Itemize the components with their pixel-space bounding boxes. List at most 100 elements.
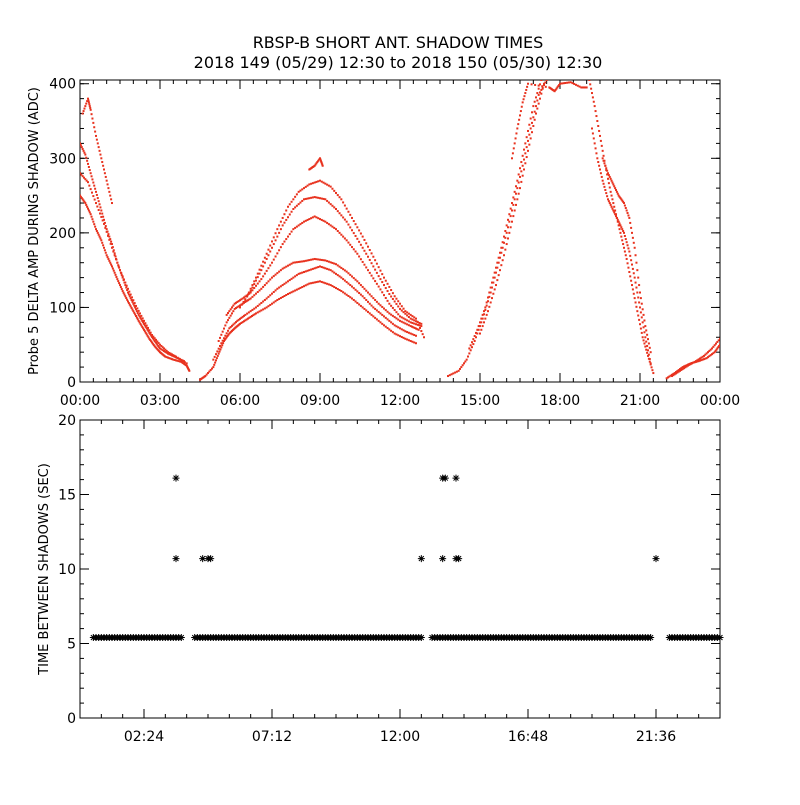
- data-point: [409, 321, 412, 324]
- data-point-interp: [543, 83, 545, 86]
- data-point-interp: [520, 180, 523, 183]
- data-point-interp: [704, 353, 707, 356]
- data-point-interp: [320, 258, 323, 261]
- data-point-interp: [98, 203, 101, 206]
- data-point-interp: [86, 205, 89, 208]
- data-point-interp: [402, 317, 405, 320]
- data-point-interp: [406, 314, 409, 317]
- data-point-interp: [495, 271, 497, 274]
- data-point-interp: [269, 244, 272, 247]
- data-point-interp: [629, 254, 632, 257]
- data-point-interp: [680, 367, 683, 370]
- data-point-interp: [606, 169, 609, 172]
- data-point-interp: [593, 142, 596, 145]
- data-point-interp: [319, 218, 321, 221]
- data-point: [167, 352, 169, 355]
- data-point-interp: [619, 231, 622, 234]
- data-point-interp: [415, 320, 417, 323]
- data-point-interp: [345, 293, 348, 296]
- data-point-interp: [613, 211, 616, 214]
- data-point-interp: [319, 159, 322, 162]
- data-point-interp: [645, 348, 648, 351]
- data-point-interp: [295, 193, 298, 196]
- data-point-interp: [101, 241, 104, 244]
- data-point-interp: [333, 206, 336, 209]
- data-point-interp: [646, 351, 649, 354]
- data-point-interp: [94, 187, 97, 190]
- data-point-interp: [243, 314, 245, 317]
- data-point-interp: [82, 149, 85, 152]
- data-point-interp: [500, 264, 503, 267]
- data-point-interp: [395, 302, 398, 305]
- data-point-interp: [208, 370, 211, 373]
- data-point-interp: [103, 168, 105, 171]
- outlier-marker: [172, 555, 180, 563]
- data-point-interp: [327, 223, 330, 226]
- data-point: [633, 276, 636, 279]
- data-point-interp: [648, 346, 651, 349]
- data-point-interp: [477, 325, 480, 328]
- data-point-interp: [258, 268, 261, 271]
- data-point-interp: [97, 208, 100, 211]
- data-point-interp: [525, 88, 528, 91]
- data-point: [356, 280, 359, 283]
- data-point-interp: [274, 239, 277, 242]
- data-point-interp: [624, 207, 627, 210]
- data-point-interp: [609, 203, 612, 206]
- data-point-interp: [349, 296, 352, 299]
- data-point-interp: [520, 170, 523, 173]
- data-point-interp: [616, 218, 619, 221]
- data-point: [321, 164, 324, 167]
- data-point-interp: [304, 284, 307, 287]
- data-point-interp: [532, 116, 535, 119]
- data-point-interp: [397, 334, 400, 337]
- data-point: [644, 325, 647, 328]
- data-point: [292, 261, 295, 264]
- data-point: [415, 342, 417, 345]
- data-point-interp: [399, 327, 401, 330]
- data-point-interp: [218, 350, 221, 353]
- data-point-interp: [492, 281, 495, 284]
- data-point-interp: [226, 335, 229, 338]
- data-point-interp: [495, 266, 497, 269]
- data-point: [383, 276, 385, 279]
- data-point-interp: [146, 334, 149, 337]
- data-point-interp: [274, 300, 277, 303]
- data-point-interp: [491, 281, 493, 284]
- data-point-interp: [313, 281, 316, 284]
- data-point-interp: [685, 365, 688, 368]
- data-point: [172, 358, 175, 361]
- data-point-interp: [220, 333, 223, 336]
- data-point: [388, 302, 391, 305]
- data-point-interp: [504, 248, 507, 251]
- data-point: [524, 142, 527, 145]
- data-point-interp: [144, 322, 147, 325]
- data-point-interp: [340, 266, 343, 269]
- data-point-interp: [517, 173, 520, 176]
- data-point-interp: [90, 113, 93, 116]
- data-point-interp: [595, 152, 598, 155]
- data-point: [711, 347, 713, 350]
- data-point: [383, 315, 385, 318]
- data-point: [620, 235, 623, 238]
- data-point: [223, 339, 225, 342]
- data-point-interp: [607, 177, 609, 180]
- data-point-interp: [640, 302, 643, 305]
- data-point-interp: [93, 198, 96, 201]
- data-point-interp: [349, 273, 352, 276]
- data-point-interp: [368, 302, 371, 305]
- data-point-interp: [262, 275, 265, 278]
- data-point-interp: [623, 204, 626, 207]
- data-point-interp: [151, 341, 153, 344]
- data-point-interp: [468, 352, 471, 355]
- data-point-interp: [614, 187, 617, 190]
- data-point-interp: [105, 230, 108, 233]
- data-point-interp: [363, 307, 366, 310]
- data-point-interp: [601, 149, 604, 152]
- outlier-marker: [199, 555, 207, 563]
- data-point: [644, 336, 647, 339]
- data-point-interp: [292, 198, 295, 201]
- data-point-interp: [556, 86, 559, 89]
- data-point-interp: [294, 275, 297, 278]
- data-point: [175, 355, 177, 358]
